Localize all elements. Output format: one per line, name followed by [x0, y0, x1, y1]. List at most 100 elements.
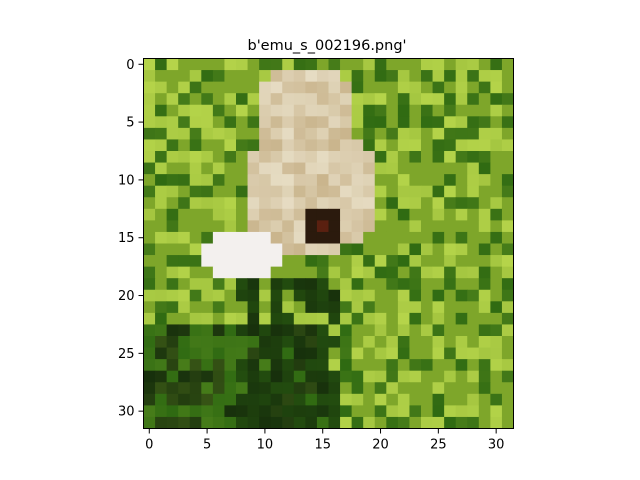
- image-pixel: [478, 139, 491, 152]
- image-pixel: [409, 405, 422, 418]
- image-pixel: [293, 370, 306, 383]
- image-pixel: [340, 243, 353, 256]
- image-pixel: [143, 93, 156, 106]
- image-pixel: [478, 58, 491, 71]
- image-pixel: [397, 231, 410, 244]
- image-pixel: [397, 405, 410, 418]
- image-pixel: [259, 301, 272, 314]
- image-pixel: [467, 301, 480, 314]
- image-pixel: [247, 220, 260, 233]
- image-pixel: [421, 370, 433, 383]
- image-pixel: [224, 174, 237, 187]
- image-pixel: [236, 278, 248, 291]
- image-pixel: [501, 220, 514, 233]
- image-pixel: [316, 174, 329, 187]
- image-pixel: [316, 104, 329, 117]
- image-pixel: [178, 162, 191, 175]
- image-pixel: [340, 208, 353, 221]
- image-pixel: [409, 336, 422, 348]
- image-pixel: [178, 93, 191, 106]
- image-pixel: [432, 278, 445, 291]
- image-pixel: [224, 347, 237, 360]
- image-pixel: [212, 266, 225, 279]
- image-pixel: [143, 208, 156, 221]
- image-pixel: [270, 393, 283, 406]
- image-pixel: [155, 359, 168, 372]
- image-pixel: [166, 278, 179, 291]
- image-pixel: [247, 139, 260, 152]
- image-pixel: [455, 58, 468, 71]
- image-pixel: [282, 58, 295, 71]
- image-pixel: [363, 185, 376, 198]
- image-pixel: [282, 324, 295, 337]
- image-pixel: [166, 266, 179, 279]
- image-pixel: [386, 208, 399, 221]
- image-pixel: [293, 58, 306, 71]
- image-pixel: [490, 405, 503, 418]
- image-pixel: [374, 266, 387, 279]
- image-pixel: [351, 197, 364, 210]
- image-pixel: [467, 231, 480, 244]
- image-pixel: [444, 116, 457, 129]
- image-pixel: [432, 243, 445, 256]
- image-pixel: [328, 359, 341, 372]
- image-pixel: [421, 278, 433, 291]
- image-pixel: [166, 359, 179, 372]
- image-pixel: [178, 70, 191, 83]
- image-pixel: [409, 174, 422, 187]
- image-pixel: [490, 255, 503, 268]
- image-pixel: [478, 336, 491, 348]
- image-pixel: [490, 289, 503, 302]
- image-pixel: [166, 151, 179, 163]
- image-pixel: [143, 220, 156, 233]
- image-pixel: [467, 324, 480, 337]
- image-pixel: [409, 312, 422, 325]
- image-pixel: [305, 393, 318, 406]
- image-pixel: [305, 382, 318, 395]
- image-pixel: [397, 382, 410, 395]
- image-pixel: [421, 312, 433, 325]
- image-pixel: [166, 243, 179, 256]
- image-pixel: [282, 185, 295, 198]
- image-pixel: [386, 255, 399, 268]
- image-pixel: [224, 93, 237, 106]
- image-pixel: [363, 58, 376, 71]
- image-pixel: [270, 347, 283, 360]
- image-pixel: [270, 70, 283, 83]
- image-pixel: [386, 336, 399, 348]
- image-pixel: [293, 347, 306, 360]
- image-pixel: [397, 139, 410, 152]
- image-pixel: [178, 151, 191, 163]
- image-pixel: [189, 255, 202, 268]
- image-pixel: [467, 116, 480, 129]
- image-pixel: [455, 347, 468, 360]
- image-pixel: [178, 81, 191, 94]
- image-pixel: [201, 359, 214, 372]
- image-pixel: [270, 151, 283, 163]
- image-pixel: [478, 370, 491, 383]
- image-pixel: [421, 116, 433, 129]
- image-pixel: [178, 324, 191, 337]
- image-pixel: [259, 347, 272, 360]
- image-pixel: [166, 382, 179, 395]
- image-pixel: [432, 416, 445, 429]
- image-pixel: [467, 416, 480, 429]
- image-pixel: [490, 336, 503, 348]
- image-pixel: [397, 336, 410, 348]
- image-pixel: [409, 393, 422, 406]
- image-pixel: [236, 174, 248, 187]
- image-pixel: [328, 162, 341, 175]
- image-pixel: [386, 58, 399, 71]
- image-pixel: [340, 174, 353, 187]
- axes-frame: [143, 58, 514, 429]
- image-pixel: [293, 93, 306, 106]
- image-pixel: [351, 208, 364, 221]
- image-pixel: [444, 243, 457, 256]
- image-pixel: [490, 151, 503, 163]
- image-pixel: [351, 382, 364, 395]
- image-pixel: [305, 255, 318, 268]
- image-pixel: [421, 151, 433, 163]
- image-pixel: [455, 81, 468, 94]
- image-pixel: [178, 278, 191, 291]
- image-pixel: [467, 104, 480, 117]
